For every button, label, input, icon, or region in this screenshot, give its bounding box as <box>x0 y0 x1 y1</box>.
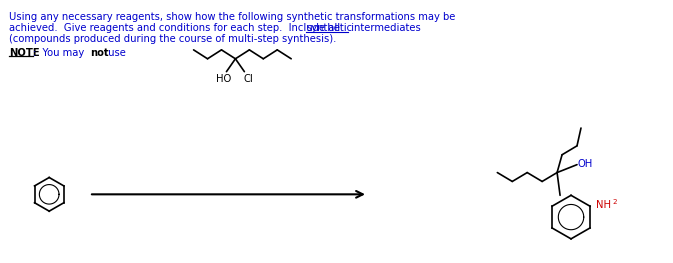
Text: Cl: Cl <box>244 74 253 84</box>
Text: NOTE: NOTE <box>9 48 40 58</box>
Text: NH: NH <box>596 200 611 210</box>
Text: :  You may: : You may <box>33 48 87 58</box>
Text: OH: OH <box>578 159 593 169</box>
Text: use: use <box>105 48 126 58</box>
Text: HO: HO <box>215 74 231 84</box>
Text: synthetic: synthetic <box>306 23 352 33</box>
Text: intermediates: intermediates <box>348 23 421 33</box>
Text: 2: 2 <box>613 199 617 205</box>
Text: (compounds produced during the course of multi-step synthesis).: (compounds produced during the course of… <box>9 34 336 44</box>
Text: Using any necessary reagents, show how the following synthetic transformations m: Using any necessary reagents, show how t… <box>9 12 456 22</box>
Text: not: not <box>90 48 108 58</box>
Text: achieved.  Give reagents and conditions for each step.  Include all: achieved. Give reagents and conditions f… <box>9 23 344 33</box>
